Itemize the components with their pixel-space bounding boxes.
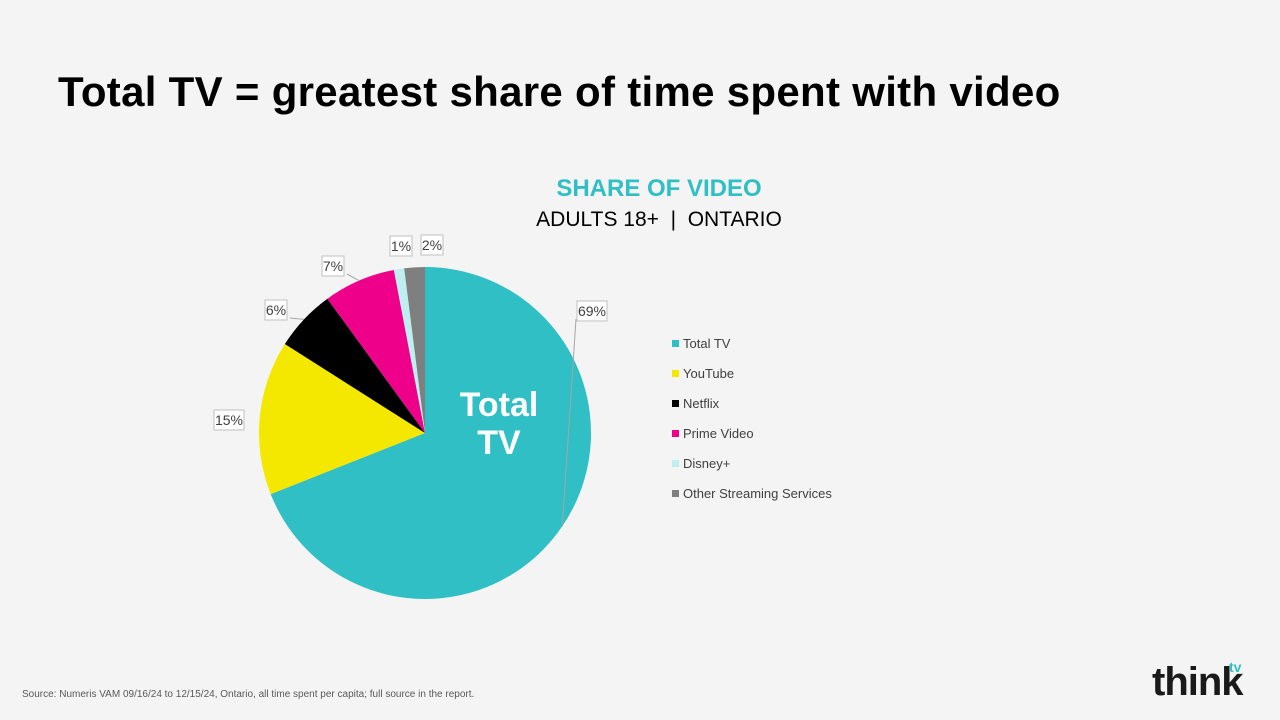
pie-slice-disney — [393, 268, 425, 433]
pie-center-label-line1: Total — [460, 386, 539, 424]
chart-legend: Total TV YouTube Netflix Prime Video Dis… — [672, 328, 832, 508]
legend-swatch — [672, 369, 679, 377]
pie-slice-other-streaming-services — [404, 267, 425, 433]
chart-title: SHARE OF VIDEO — [556, 175, 762, 202]
pie-slice-prime-video — [327, 269, 425, 433]
source-footnote: Source: Numeris VAM 09/16/24 to 12/15/24… — [22, 689, 475, 700]
data-label-box — [576, 300, 608, 322]
data-label-box — [264, 299, 288, 321]
legend-label: Other Streaming Services — [683, 485, 832, 501]
data-label: 7% — [323, 258, 343, 274]
pie-slice-netflix — [284, 298, 425, 433]
legend-item-prime-video: Prime Video — [672, 418, 832, 448]
pie-slice-total-tv — [270, 267, 591, 599]
thinktv-logo-accent: tv — [1229, 659, 1242, 675]
data-label: 69% — [578, 303, 606, 319]
legend-swatch — [672, 339, 679, 347]
legend-item-other-streaming: Other Streaming Services — [672, 478, 832, 508]
legend-item-disney-plus: Disney+ — [672, 448, 832, 478]
legend-item-youtube: YouTube — [672, 358, 832, 388]
thinktv-logo: think — [1152, 660, 1244, 704]
pie-slice-youtube — [259, 344, 425, 495]
legend-label: Total TV — [683, 335, 731, 351]
legend-label: Disney+ — [683, 455, 731, 471]
legend-label: Prime Video — [683, 425, 754, 441]
data-label: 15% — [215, 412, 243, 428]
data-label-box — [389, 235, 413, 257]
legend-item-total-tv: Total TV — [672, 328, 832, 358]
data-label: 2% — [422, 237, 442, 253]
legend-swatch — [672, 459, 679, 467]
data-label-box — [321, 255, 345, 277]
pie-center-label-line2: TV — [477, 424, 521, 462]
data-label-box — [420, 234, 444, 256]
legend-label: Netflix — [683, 395, 720, 411]
legend-swatch — [672, 489, 679, 497]
chart-subtitle: ADULTS 18+ | ONTARIO — [536, 208, 782, 231]
leader-line — [561, 318, 577, 527]
legend-item-netflix: Netflix — [672, 388, 832, 418]
data-label: 6% — [266, 302, 286, 318]
page-title: Total TV = greatest share of time spent … — [58, 68, 1061, 115]
leader-line — [289, 317, 305, 320]
legend-swatch — [672, 399, 679, 407]
data-label: 1% — [391, 238, 411, 254]
legend-label: YouTube — [683, 365, 735, 381]
leader-line — [346, 273, 360, 282]
legend-swatch — [672, 429, 679, 437]
data-label-box — [213, 409, 245, 431]
